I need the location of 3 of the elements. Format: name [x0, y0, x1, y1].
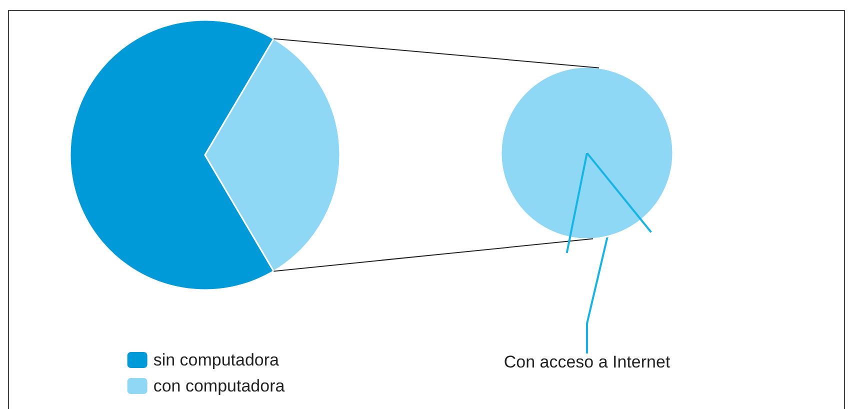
legend-label: con computadora	[153, 376, 286, 396]
slice-label: Con acceso a Internet	[504, 352, 670, 372]
legend-label: sin computadora	[153, 350, 280, 370]
